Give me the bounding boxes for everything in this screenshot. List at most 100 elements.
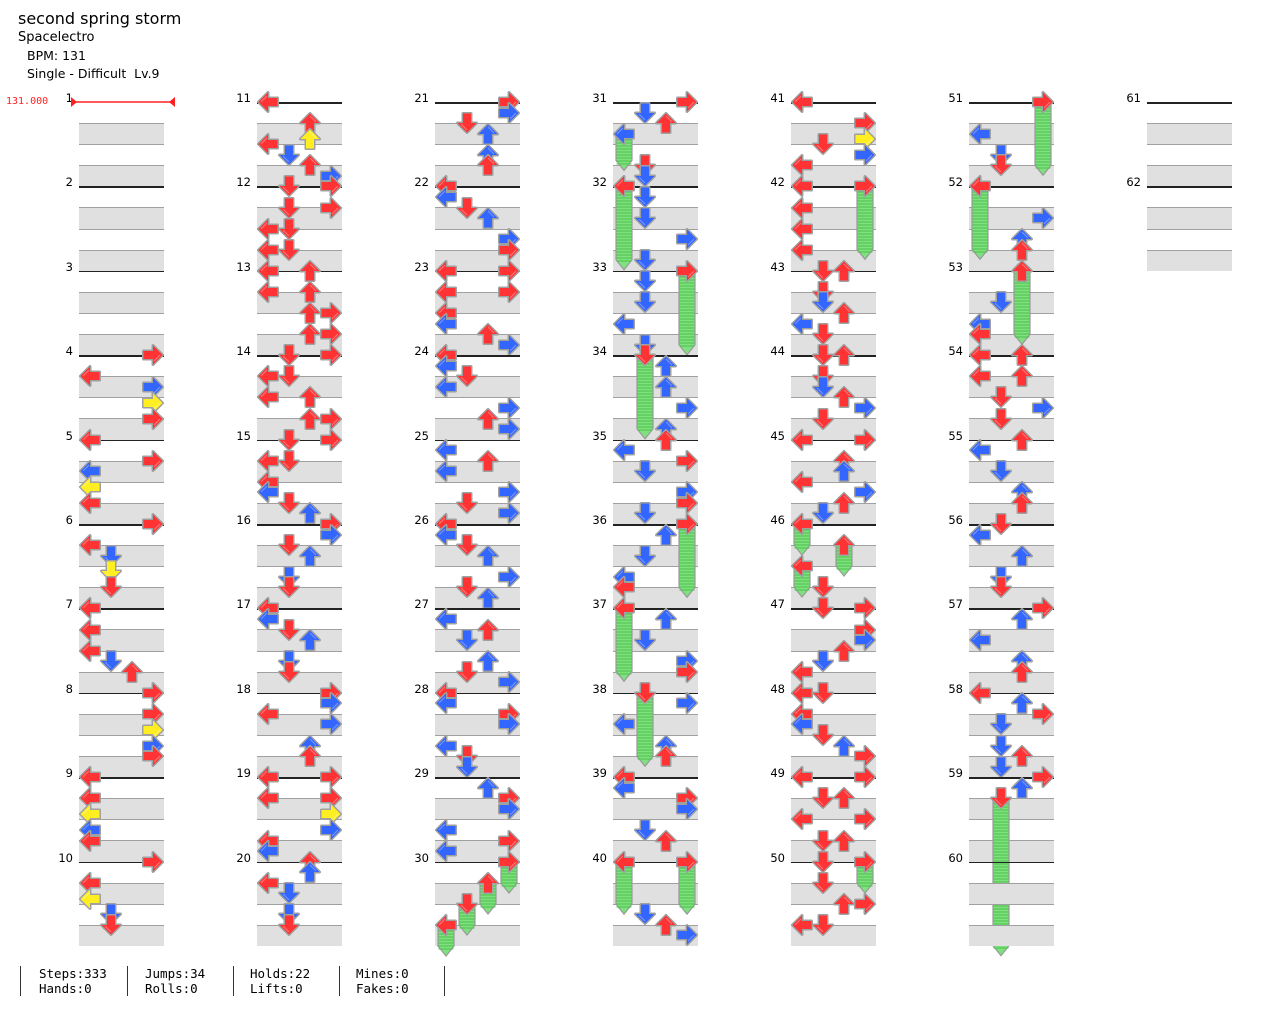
arrow-right-icon	[675, 228, 698, 251]
beat-band	[613, 882, 698, 905]
beat-band	[613, 165, 698, 187]
measure-line	[79, 524, 164, 526]
measure-line	[969, 692, 1054, 695]
arrow-right-icon	[675, 491, 698, 514]
difficulty-label: Single - Difficult Lv.9	[27, 66, 160, 81]
measure-number: 20	[236, 850, 251, 865]
arrow-left-icon	[434, 259, 457, 282]
measure-number: 1	[65, 91, 73, 105]
arrow-left-icon	[790, 713, 813, 736]
beat-band	[613, 291, 698, 314]
arrow-down-icon	[811, 407, 834, 430]
arrow-left-icon	[968, 681, 991, 704]
arrow-up-icon	[832, 302, 855, 324]
hold-note-right	[677, 523, 696, 599]
measure	[613, 102, 698, 187]
beat-band	[969, 629, 1054, 652]
arrow-up-icon	[1010, 344, 1033, 367]
arrow-up-icon	[298, 407, 321, 430]
arrow-up-icon	[298, 280, 321, 303]
arrow-right-icon	[497, 829, 520, 852]
arrow-left-icon	[256, 766, 279, 789]
arrow-left-icon	[434, 523, 457, 546]
arrow-right-icon	[141, 407, 164, 430]
measure-number: 45	[770, 428, 785, 443]
arrow-right-icon	[497, 333, 520, 356]
arrow-left-icon	[790, 217, 813, 240]
bpm-change-marker	[71, 97, 175, 107]
arrow-right-icon	[1031, 766, 1054, 789]
arrow-up-icon	[298, 629, 321, 652]
beat-band	[969, 924, 1054, 946]
beat-band	[257, 882, 342, 905]
beat-band	[79, 249, 164, 271]
arrow-down-icon	[277, 143, 300, 166]
measure-line	[435, 777, 520, 779]
beat-band	[79, 460, 164, 483]
arrow-left-icon	[968, 629, 991, 652]
arrow-right-icon	[853, 481, 876, 504]
arrow-down-icon	[811, 502, 834, 525]
measure-line	[791, 861, 876, 864]
arrow-down-icon	[99, 913, 122, 936]
beat-band	[969, 460, 1054, 483]
arrow-up-icon	[298, 259, 321, 282]
beat-band	[79, 587, 164, 609]
arrow-down-icon	[277, 217, 300, 240]
arrow-down-icon	[811, 829, 834, 852]
arrow-down-icon	[633, 818, 656, 841]
arrow-left-icon	[790, 660, 813, 683]
arrow-up-icon	[476, 122, 499, 145]
measure-number: 7	[65, 597, 73, 612]
measure-line	[969, 608, 1054, 610]
beat-band	[969, 123, 1054, 146]
beat-band	[613, 207, 698, 230]
arrow-up-icon	[832, 734, 855, 757]
arrow-up-icon	[654, 375, 677, 398]
measure-number: 12	[236, 175, 251, 190]
measure-number: 11	[236, 91, 251, 105]
measure	[969, 608, 1054, 693]
arrow-up-icon	[832, 491, 855, 514]
arrow-left-icon	[256, 259, 279, 282]
arrow-up-icon	[832, 460, 855, 483]
arrow-up-icon	[1010, 660, 1033, 683]
measure-number: 17	[236, 597, 251, 612]
beat-band	[969, 713, 1054, 736]
beat-band	[435, 924, 520, 946]
arrow-up-icon	[832, 386, 855, 409]
arrow-up-icon	[1010, 428, 1033, 451]
measure-line	[79, 861, 164, 864]
measure	[969, 102, 1054, 187]
arrow-down-icon	[989, 386, 1012, 409]
arrow-right-icon	[319, 196, 342, 219]
arrow-down-icon	[633, 502, 656, 525]
arrow-left-icon	[78, 491, 101, 514]
arrow-up-icon	[654, 745, 677, 768]
arrow-right-icon	[497, 418, 520, 441]
measure-number: 15	[236, 428, 251, 443]
measure-line	[613, 102, 698, 104]
arrow-down-icon	[633, 291, 656, 314]
measure-line	[257, 608, 342, 610]
arrow-left-icon	[968, 122, 991, 145]
beat-band	[613, 629, 698, 652]
measure-line	[435, 524, 520, 526]
measure	[613, 270, 698, 356]
measure-number: 2	[65, 175, 73, 190]
arrow-right-icon	[141, 449, 164, 472]
arrow-up-icon	[654, 607, 677, 630]
measure-line	[79, 355, 164, 357]
measure-number: 50	[770, 850, 785, 865]
arrow-down-icon	[633, 681, 656, 704]
arrow-left-icon	[968, 439, 991, 462]
arrow-left-icon	[256, 217, 279, 240]
arrow-right-icon	[141, 745, 164, 768]
measure-line	[257, 186, 342, 188]
arrow-up-icon	[298, 302, 321, 324]
measure-line	[435, 186, 520, 188]
measure-line	[435, 439, 520, 442]
arrow-left-icon	[612, 850, 635, 873]
arrow-right-icon	[853, 428, 876, 451]
measure-line	[79, 608, 164, 610]
